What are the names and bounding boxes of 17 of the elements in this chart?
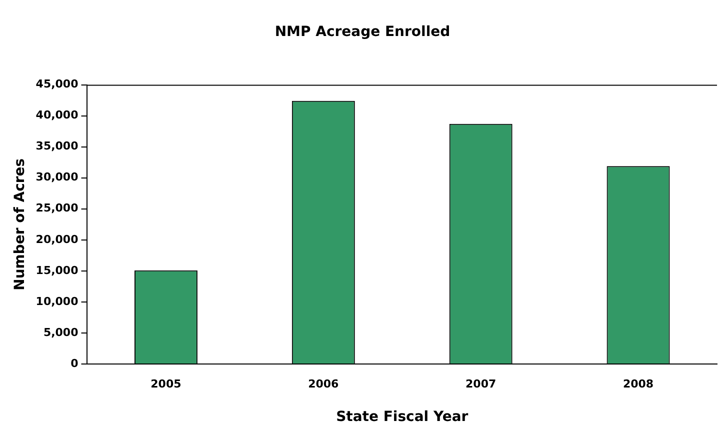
x-tick-label: 2005 <box>150 377 182 390</box>
x-tick-label: 2006 <box>308 377 340 390</box>
y-tick-label: 10,000 <box>36 294 79 308</box>
x-tick-label: 2007 <box>466 377 496 390</box>
x-axis-title: State Fiscal Year <box>336 409 468 426</box>
chart-title: NMP Acreage Enrolled <box>274 24 450 40</box>
y-tick-label: 35,000 <box>36 140 79 153</box>
y-axis-title: Number of Acres <box>12 158 28 290</box>
y-tick-label: 25,000 <box>36 202 79 215</box>
y-tick-label: 5,000 <box>43 326 79 339</box>
y-tick-label: 40,000 <box>36 108 79 122</box>
y-tick-label: 30,000 <box>36 170 79 184</box>
x-tick-label: 2008 <box>622 377 654 390</box>
y-tick-label: 20,000 <box>36 232 79 246</box>
y-tick-label: 45,000 <box>36 78 79 91</box>
y-tick-label: 15,000 <box>36 264 79 277</box>
y-tick-label: 0 <box>70 356 79 370</box>
